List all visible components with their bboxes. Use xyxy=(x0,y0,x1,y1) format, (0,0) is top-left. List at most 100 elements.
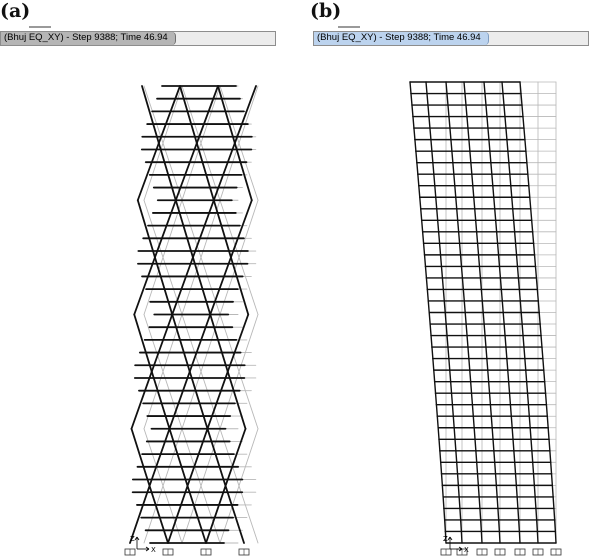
undeformed-diagonal xyxy=(238,199,259,258)
deformed-column xyxy=(477,484,480,498)
deformed-diagonal xyxy=(224,484,245,544)
deformed-diagonal xyxy=(186,484,207,544)
deformed-column xyxy=(454,438,457,452)
deformed-column xyxy=(525,380,529,394)
undeformed-diagonal xyxy=(219,85,240,144)
deformed-column xyxy=(491,173,494,187)
deformed-column xyxy=(437,427,440,440)
deformed-column xyxy=(414,138,417,152)
window-tab-b[interactable]: (Bhuj EQ_XY) - Step 9388; Time 46.94 xyxy=(314,32,489,45)
deformed-column xyxy=(543,369,546,383)
axis-x-label: X xyxy=(151,546,156,554)
window-titlebar-a[interactable]: (Bhuj EQ_XY) - Step 9388; Time 46.94 xyxy=(0,31,276,46)
deformed-column xyxy=(458,496,461,510)
deformed-column xyxy=(433,369,436,383)
deformed-column xyxy=(494,473,498,487)
deformed-column xyxy=(434,185,437,198)
deformed-column xyxy=(512,438,515,452)
undeformed-diagonal xyxy=(181,371,202,430)
deformed-column xyxy=(530,208,533,222)
fixed-support-icon xyxy=(200,548,212,556)
deformed-column xyxy=(424,265,428,279)
deformed-diagonal xyxy=(179,85,198,145)
deformed-column xyxy=(473,196,476,210)
deformed-column xyxy=(514,242,518,256)
undeformed-diagonal xyxy=(219,371,240,430)
deformed-diagonal xyxy=(226,313,250,373)
undeformed-diagonal xyxy=(162,314,183,373)
deformed-column xyxy=(467,127,470,141)
deformed-diagonal xyxy=(130,427,151,487)
deformed-column xyxy=(510,415,513,429)
deformed-column xyxy=(409,81,412,95)
undeformed-diagonal xyxy=(219,314,240,373)
deformed-column xyxy=(498,265,502,279)
deformed-column xyxy=(507,150,510,164)
deformed-column xyxy=(490,161,493,175)
undeformed-diagonal xyxy=(162,256,183,315)
deformed-diagrid-view: ZX xyxy=(124,85,259,556)
deformed-column xyxy=(474,208,477,222)
deformed-column xyxy=(472,185,475,198)
deformed-diagonal xyxy=(212,142,236,202)
deformed-column xyxy=(531,450,534,464)
fixed-support-icon xyxy=(162,548,174,556)
deformed-diagonal xyxy=(133,256,156,316)
deformed-column xyxy=(456,208,459,222)
deformed-column xyxy=(467,346,470,360)
deformed-column xyxy=(506,357,509,371)
deformed-column xyxy=(504,115,507,129)
deformed-column xyxy=(550,473,554,487)
deformed-column xyxy=(433,173,436,187)
deformed-column xyxy=(531,231,535,245)
deformed-column xyxy=(475,231,479,245)
window-handle-b xyxy=(338,26,360,28)
deformed-column xyxy=(450,138,453,152)
undeformed-diagonal xyxy=(143,314,164,373)
deformed-column xyxy=(497,254,501,268)
deformed-column xyxy=(419,196,422,210)
deformed-column xyxy=(487,369,490,383)
deformed-column xyxy=(486,357,489,371)
undeformed-diagonal xyxy=(219,428,240,487)
deformed-column xyxy=(449,127,452,141)
deformed-column xyxy=(535,519,539,533)
deformed-column xyxy=(519,300,522,314)
deformed-column xyxy=(511,427,514,440)
deformed-column xyxy=(495,484,498,498)
undeformed-diagonal xyxy=(219,485,240,544)
window-titlebar-b[interactable]: (Bhuj EQ_XY) - Step 9388; Time 46.94 xyxy=(313,31,589,46)
deformed-column xyxy=(525,150,528,164)
window-tab-a[interactable]: (Bhuj EQ_XY) - Step 9388; Time 46.94 xyxy=(1,32,176,45)
deformed-column xyxy=(492,185,495,198)
deformed-column xyxy=(521,323,524,337)
deformed-column xyxy=(438,242,442,256)
deformed-column xyxy=(478,496,481,510)
deformed-diagonal xyxy=(157,85,181,145)
deformed-column xyxy=(501,81,504,95)
deformed-column xyxy=(483,81,486,95)
deformed-column xyxy=(428,311,431,325)
deformed-column xyxy=(418,185,421,198)
deformed-column xyxy=(465,323,468,337)
deformed-column xyxy=(464,311,467,325)
deformed-column xyxy=(517,507,520,521)
undeformed-diagonal xyxy=(200,428,221,487)
deformed-column xyxy=(514,461,517,475)
undeformed-diagonal xyxy=(181,428,202,487)
deformed-column xyxy=(494,208,497,222)
undeformed-diagonal xyxy=(238,485,259,544)
deformed-column xyxy=(471,404,474,417)
deformed-diagonal xyxy=(157,142,177,202)
deformed-diagonal xyxy=(217,85,236,145)
deformed-column xyxy=(415,150,418,164)
deformed-diagonal xyxy=(233,142,253,202)
undeformed-diagonal xyxy=(143,371,164,430)
undeformed-diagonal xyxy=(238,85,259,144)
deformed-column xyxy=(421,231,425,245)
deformed-column xyxy=(501,300,504,314)
deformed-column xyxy=(529,196,532,210)
deformed-diagonal xyxy=(174,142,198,202)
deformed-column xyxy=(510,185,513,198)
deformed-column xyxy=(460,265,464,279)
